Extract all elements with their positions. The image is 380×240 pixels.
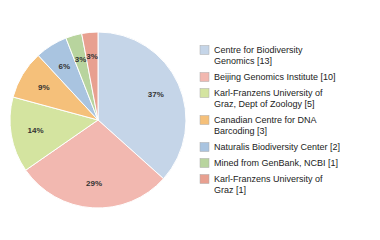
legend-item: Naturalis Biodiversity Center [2] [200,142,340,152]
legend-item: Karl-Franzens University ofGraz, Dept of… [200,88,323,109]
legend-label: Karl-Franzens University ofGraz [1] [214,174,323,195]
legend-swatch [200,89,209,98]
data-label: 9% [38,83,50,92]
legend-swatch [200,46,209,55]
legend-label: Karl-Franzens University ofGraz, Dept of… [214,88,323,109]
pie [10,32,186,208]
legend-swatch [200,159,209,168]
data-label: 29% [86,179,102,188]
legend-swatch [200,143,209,152]
legend-item: Karl-Franzens University ofGraz [1] [200,174,323,195]
legend-item: Mined from GenBank, NCBI [1] [200,158,338,168]
legend-item: Beijing Genomics Institute [10] [200,72,336,82]
legend-swatch [200,73,209,82]
legend-label: Beijing Genomics Institute [10] [214,72,336,82]
legend-swatch [200,116,209,125]
pie-slice [82,32,98,120]
legend-swatch [200,175,209,184]
legend: Centre for BiodiversityGenomics [13] Beij… [200,45,340,195]
chart: 37% 29% 14% 9% 6% 3%3% Centre for Biodiversity… [0,0,380,240]
data-label: 3% [75,55,87,64]
data-label: 3% [86,52,98,61]
legend-label: Centre for BiodiversityGenomics [13] [214,45,303,66]
data-labels: 37% 29% 14% 9% 6% 3%3% [28,52,164,187]
data-label: 37% [148,90,164,99]
legend-label: Naturalis Biodiversity Center [2] [214,142,340,152]
data-label: 14% [28,126,44,135]
legend-item: Canadian Centre for DNABarcoding [3] [200,115,317,136]
data-label: 6% [59,62,71,71]
legend-label: Mined from GenBank, NCBI [1] [214,158,338,168]
legend-item: Centre for BiodiversityGenomics [13] [200,45,303,66]
legend-label: Canadian Centre for DNABarcoding [3] [214,115,317,136]
